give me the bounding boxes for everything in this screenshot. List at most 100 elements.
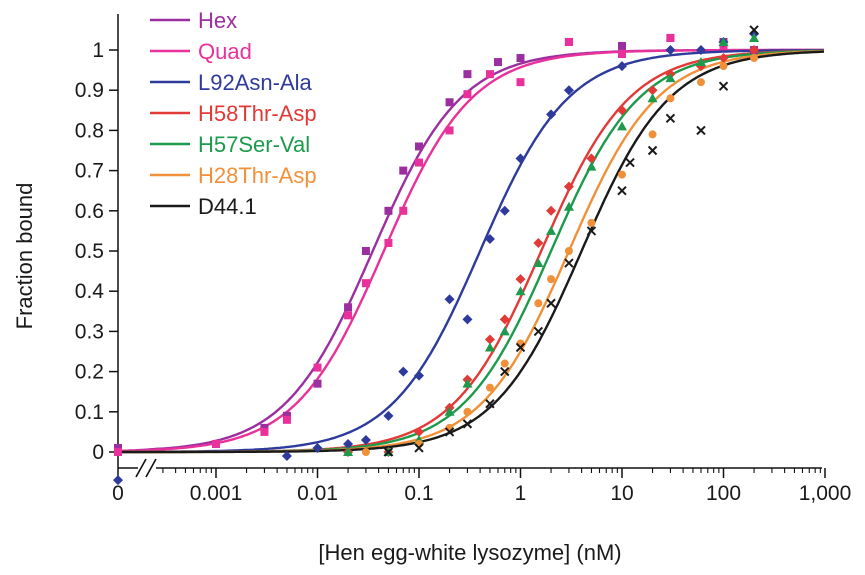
data-point [516,54,525,63]
x-tick-label: 1,000 [799,482,852,505]
data-point [485,383,494,392]
legend-entry: D44.1 [198,194,257,219]
data-point [647,85,658,96]
y-tick-label: 0 [92,441,104,464]
data-point [361,448,370,456]
y-tick-label: 0.2 [75,361,104,384]
legend-entry: L92Asn-Ala [198,70,313,95]
data-point [749,25,759,35]
data-point [312,442,323,453]
data-point [533,258,544,268]
data-point [546,109,557,120]
data-point [586,161,597,171]
data-point [666,33,675,42]
y-tick-labels: 0 0.1 0.2 0.3 0.4 0.5 0.6 0.7 0.8 0.9 1 [75,39,105,464]
data-point [313,379,322,388]
data-point [114,443,122,452]
data-point [281,451,292,462]
legend-entry: H57Ser-Val [198,132,310,157]
data-point [617,185,627,196]
x-tick-label: 10 [610,482,633,505]
data-point [485,70,494,79]
data-point [361,279,370,288]
data-point [282,411,291,420]
data-point [384,238,393,247]
data-point [463,70,472,79]
data-point [260,427,269,436]
data-point [625,157,635,168]
data-point [445,126,454,135]
data-point [462,419,473,429]
data-point [414,426,424,437]
legend-entry: Hex [198,8,237,33]
data-point [617,61,627,72]
data-point [499,205,510,216]
data-point [516,78,525,87]
data-point [463,90,472,99]
data-point [383,447,394,457]
data-point [696,125,706,136]
data-point [343,447,354,456]
data-point [444,294,455,305]
data-point [547,275,556,284]
legend-entry: H58Thr-Asp [198,101,317,126]
data-point [463,407,472,416]
data-point [415,158,423,167]
data-point [618,170,626,179]
data-point [617,105,627,116]
x-tick-labels: 0 0.001 0.01 0.1 1 10 100 1,000 [112,482,851,505]
data-point [534,299,543,308]
data-point [360,434,371,445]
data-point [399,206,408,215]
data-point [414,443,424,453]
data-point [415,142,423,151]
data-point [484,334,495,345]
data-point [586,226,597,236]
data-point [500,359,509,368]
data-point [499,314,510,325]
y-tick-label: 0.8 [75,119,104,142]
data-point [445,98,454,107]
y-tick-label: 1 [92,39,104,62]
data-point [648,130,657,139]
data-point [515,286,526,296]
y-tick-label: 0.5 [75,240,104,263]
data-point [695,45,706,55]
legend-entry: Quad [198,39,252,64]
data-point [563,181,574,192]
data-point [499,326,510,336]
y-tick-label: 0.3 [75,320,104,343]
data-point [647,145,658,156]
data-point [666,94,675,103]
data-point [515,342,526,353]
data-point [718,36,729,46]
legend-entry: H28Thr-Asp [198,163,317,188]
data-point [665,73,676,83]
data-point [113,475,123,486]
data-point [749,45,760,55]
data-point [718,81,729,91]
data-point [462,378,473,388]
y-axis-label: Fraction bound [12,183,37,330]
data-point [444,406,455,416]
data-point [749,32,760,42]
data-point [462,314,473,325]
data-point [586,153,597,164]
legend: Hex Quad L92Asn-Ala H58Thr-Asp H57Ser-Val H28… [150,8,317,219]
data-point [344,303,353,312]
x-axis-label: [Hen egg-white lysozyme] (nM) [318,540,621,565]
data-point [414,370,424,381]
data-point [563,85,574,96]
data-point [750,54,759,63]
data-point [564,247,573,255]
data-point [533,237,544,248]
data-point [546,205,557,216]
y-tick-label: 0.7 [75,160,104,183]
data-point [361,247,370,255]
data-point [384,206,393,215]
y-tick-label: 0.6 [75,200,104,223]
axis-ticks [109,49,826,478]
x-tick-label: 0.01 [297,482,338,505]
data-point [399,166,408,175]
